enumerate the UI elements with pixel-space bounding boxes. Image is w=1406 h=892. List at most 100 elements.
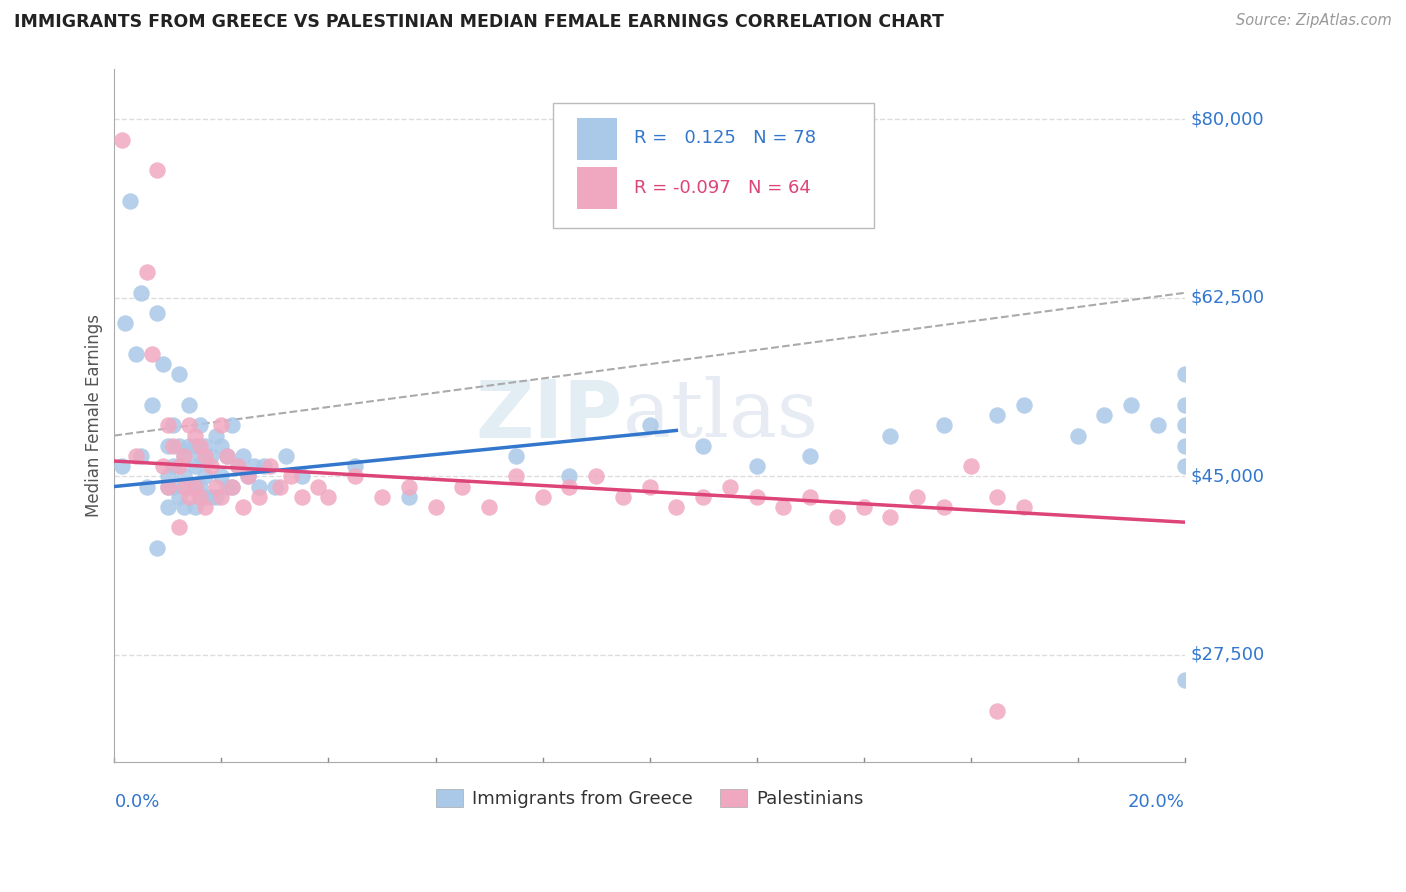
Point bbox=[451, 479, 474, 493]
Point bbox=[146, 541, 169, 555]
Point bbox=[264, 479, 287, 493]
Point bbox=[179, 398, 201, 412]
Point bbox=[226, 459, 249, 474]
Point bbox=[183, 479, 205, 493]
Text: 20.0%: 20.0% bbox=[1128, 793, 1185, 811]
Point bbox=[188, 439, 211, 453]
Point bbox=[221, 479, 243, 493]
Point bbox=[188, 490, 211, 504]
Point bbox=[156, 418, 179, 433]
Point bbox=[183, 479, 205, 493]
Point bbox=[253, 459, 276, 474]
Point bbox=[162, 479, 184, 493]
Point bbox=[111, 459, 134, 474]
Point bbox=[200, 490, 222, 504]
Point bbox=[173, 469, 195, 483]
Point bbox=[167, 439, 190, 453]
Point bbox=[179, 490, 201, 504]
Point bbox=[505, 449, 527, 463]
Point bbox=[173, 500, 195, 514]
FancyBboxPatch shape bbox=[576, 167, 617, 209]
Text: atlas: atlas bbox=[623, 376, 818, 454]
Point bbox=[612, 490, 634, 504]
Point bbox=[825, 510, 848, 524]
Point bbox=[638, 479, 661, 493]
Y-axis label: Median Female Earnings: Median Female Earnings bbox=[86, 314, 103, 516]
Point bbox=[879, 510, 901, 524]
Point bbox=[194, 500, 217, 514]
Point bbox=[156, 439, 179, 453]
Point bbox=[179, 479, 201, 493]
Text: $45,000: $45,000 bbox=[1189, 467, 1264, 485]
Point bbox=[183, 500, 205, 514]
Point bbox=[211, 439, 233, 453]
Point bbox=[692, 439, 714, 453]
Point bbox=[371, 490, 394, 504]
FancyBboxPatch shape bbox=[553, 103, 875, 228]
Point bbox=[173, 479, 195, 493]
Point bbox=[772, 500, 794, 514]
Point bbox=[1174, 673, 1197, 688]
Point bbox=[194, 449, 217, 463]
Point bbox=[986, 408, 1008, 422]
Point bbox=[211, 418, 233, 433]
Point bbox=[259, 459, 281, 474]
Text: $80,000: $80,000 bbox=[1189, 111, 1264, 128]
Point bbox=[173, 449, 195, 463]
Point bbox=[146, 163, 169, 178]
Point bbox=[665, 500, 688, 514]
Point bbox=[152, 357, 174, 371]
Text: ZIP: ZIP bbox=[475, 376, 623, 454]
Point bbox=[745, 459, 768, 474]
Point bbox=[238, 469, 260, 483]
Point bbox=[478, 500, 501, 514]
Point bbox=[167, 490, 190, 504]
Point bbox=[125, 347, 148, 361]
Point bbox=[215, 449, 238, 463]
Point bbox=[1174, 459, 1197, 474]
Point bbox=[1174, 439, 1197, 453]
Point bbox=[238, 469, 260, 483]
Point bbox=[307, 479, 329, 493]
Point bbox=[183, 428, 205, 442]
Point bbox=[167, 368, 190, 382]
Point bbox=[120, 194, 142, 208]
Point bbox=[718, 479, 741, 493]
FancyBboxPatch shape bbox=[576, 119, 617, 160]
Point bbox=[226, 459, 249, 474]
Point bbox=[125, 449, 148, 463]
Point bbox=[183, 459, 205, 474]
Point bbox=[558, 469, 581, 483]
Point bbox=[205, 490, 228, 504]
Point bbox=[156, 500, 179, 514]
Point bbox=[1121, 398, 1143, 412]
Point bbox=[200, 449, 222, 463]
Point bbox=[188, 449, 211, 463]
Point bbox=[585, 469, 607, 483]
Text: 0.0%: 0.0% bbox=[114, 793, 160, 811]
Point bbox=[959, 459, 981, 474]
Point bbox=[799, 449, 821, 463]
Point bbox=[221, 418, 243, 433]
Point bbox=[344, 459, 367, 474]
Text: IMMIGRANTS FROM GREECE VS PALESTINIAN MEDIAN FEMALE EARNINGS CORRELATION CHART: IMMIGRANTS FROM GREECE VS PALESTINIAN ME… bbox=[14, 13, 943, 31]
Point bbox=[211, 490, 233, 504]
Point bbox=[179, 439, 201, 453]
Text: Source: ZipAtlas.com: Source: ZipAtlas.com bbox=[1236, 13, 1392, 29]
Point bbox=[173, 449, 195, 463]
Point bbox=[188, 479, 211, 493]
Point bbox=[280, 469, 302, 483]
Point bbox=[247, 479, 270, 493]
Point bbox=[221, 479, 243, 493]
Point bbox=[188, 418, 211, 433]
Point bbox=[141, 398, 163, 412]
Point bbox=[398, 479, 420, 493]
Point bbox=[986, 704, 1008, 718]
Point bbox=[135, 265, 157, 279]
Point bbox=[129, 285, 152, 300]
Point bbox=[205, 428, 228, 442]
Point bbox=[425, 500, 447, 514]
Point bbox=[162, 459, 184, 474]
Point bbox=[156, 479, 179, 493]
Point bbox=[232, 449, 254, 463]
